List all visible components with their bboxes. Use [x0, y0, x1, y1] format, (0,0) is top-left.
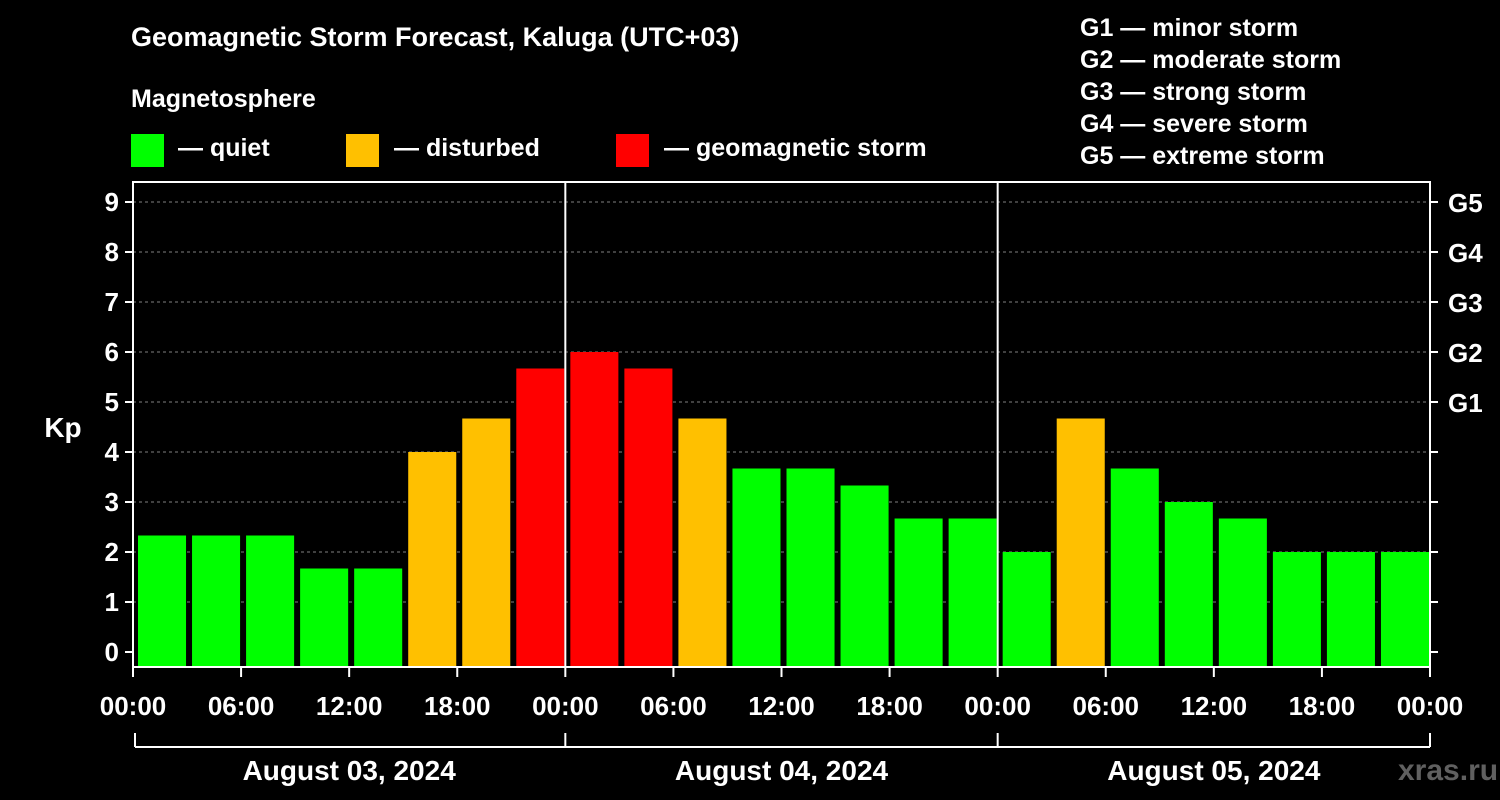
x-tick-label: 12:00 — [748, 691, 815, 721]
x-tick-label: 00:00 — [100, 691, 167, 721]
kp-bar — [948, 518, 997, 667]
kp-bar — [1164, 502, 1213, 667]
legend-swatch-quiet — [131, 134, 164, 167]
g-scale-g4: G4 — severe storm — [1080, 110, 1308, 138]
x-tick-label: 06:00 — [208, 691, 275, 721]
day-label: August 03, 2024 — [243, 755, 457, 786]
kp-bar — [516, 368, 565, 667]
kp-bar — [1272, 552, 1321, 667]
g-scale-g2: G2 — moderate storm — [1080, 46, 1342, 74]
kp-bar — [408, 452, 457, 667]
y-tick-label: 6 — [105, 337, 119, 367]
watermark: xras.ru — [1398, 754, 1499, 787]
x-tick-label: 12:00 — [1181, 691, 1248, 721]
y-tick-label: 1 — [105, 587, 119, 617]
g-level-label: G1 — [1448, 388, 1483, 418]
kp-bar — [1326, 552, 1375, 667]
y-tick-label: 2 — [105, 537, 119, 567]
legend-swatch-storm — [616, 134, 649, 167]
kp-bar — [1002, 552, 1051, 667]
day-label: August 04, 2024 — [675, 755, 889, 786]
g-level-label: G5 — [1448, 188, 1483, 218]
y-tick-label: 4 — [105, 437, 120, 467]
y-axis-label: Kp — [44, 412, 81, 443]
kp-bar — [354, 568, 403, 667]
kp-bar — [1110, 468, 1159, 667]
kp-bar — [192, 535, 241, 667]
g-scale-g1: G1 — minor storm — [1080, 14, 1299, 42]
y-tick-label: 7 — [105, 287, 119, 317]
y-tick-label: 9 — [105, 187, 119, 217]
x-tick-label: 00:00 — [532, 691, 599, 721]
y-tick-label: 0 — [105, 637, 119, 667]
kp-bar — [138, 535, 187, 667]
x-tick-label: 00:00 — [1397, 691, 1464, 721]
day-label: August 05, 2024 — [1107, 755, 1321, 786]
kp-bar — [840, 485, 889, 667]
kp-bar — [624, 368, 673, 667]
kp-bar — [300, 568, 349, 667]
g-level-label: G4 — [1448, 238, 1483, 268]
kp-bar — [1380, 552, 1429, 667]
x-tick-label: 06:00 — [640, 691, 707, 721]
legend-swatch-disturbed — [346, 134, 379, 167]
x-tick-label: 18:00 — [424, 691, 491, 721]
g-scale-g3: G3 — strong storm — [1080, 78, 1307, 106]
g-level-label: G3 — [1448, 288, 1483, 318]
kp-bar — [894, 518, 943, 667]
x-tick-label: 00:00 — [964, 691, 1031, 721]
chart-title: Geomagnetic Storm Forecast, Kaluga (UTC+… — [131, 22, 740, 52]
x-tick-label: 18:00 — [1289, 691, 1356, 721]
g-scale-g5: G5 — extreme storm — [1080, 142, 1325, 170]
kp-bar — [678, 418, 727, 667]
kp-bar — [1218, 518, 1267, 667]
kp-bar — [570, 352, 619, 667]
legend-title: Magnetosphere — [131, 85, 316, 113]
kp-bar — [732, 468, 781, 667]
kp-bar — [1056, 418, 1105, 667]
kp-bar — [786, 468, 835, 667]
x-tick-label: 18:00 — [856, 691, 923, 721]
kp-bar — [246, 535, 295, 667]
kp-bar — [462, 418, 511, 667]
legend-label-storm: — geomagnetic storm — [664, 134, 927, 162]
x-tick-label: 06:00 — [1073, 691, 1140, 721]
y-tick-label: 8 — [105, 237, 119, 267]
x-tick-label: 12:00 — [316, 691, 383, 721]
y-tick-label: 3 — [105, 487, 119, 517]
legend-label-quiet: — quiet — [178, 134, 270, 162]
g-level-label: G2 — [1448, 338, 1483, 368]
y-tick-label: 5 — [105, 387, 119, 417]
legend-label-disturbed: — disturbed — [394, 134, 540, 162]
